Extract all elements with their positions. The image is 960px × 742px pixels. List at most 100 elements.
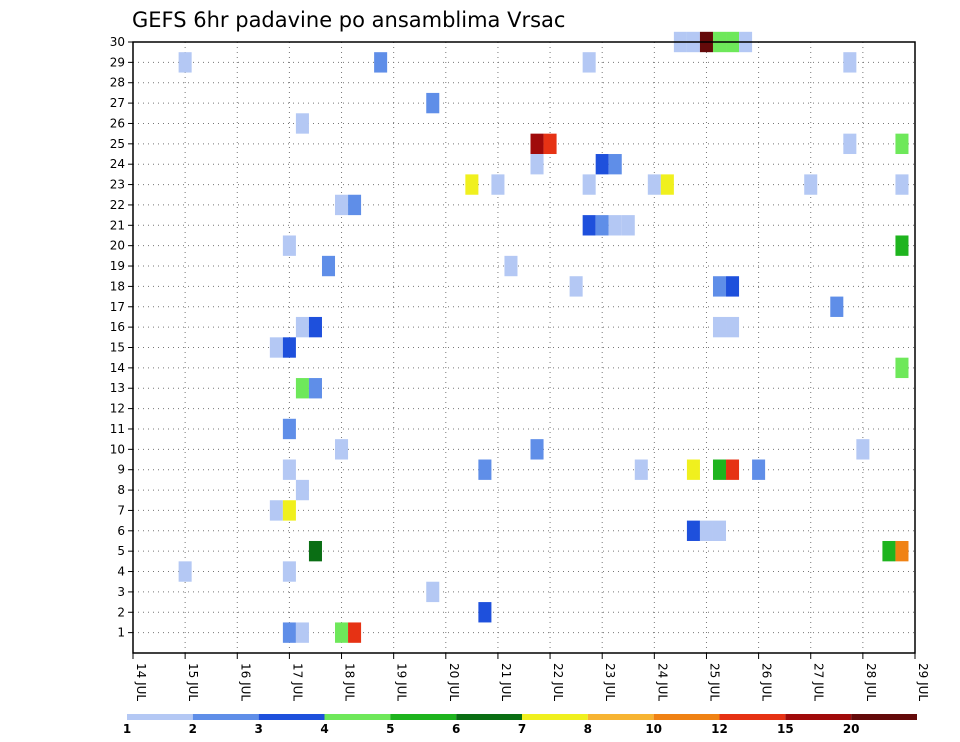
precip-cell (582, 215, 596, 236)
legend-swatch (653, 714, 720, 720)
precip-cell (543, 133, 557, 155)
legend-label: 4 (320, 722, 328, 736)
precip-cell (712, 459, 727, 480)
x-tick-label: 21 JUL (499, 663, 513, 701)
legend-swatch (719, 714, 786, 720)
x-tick-label: 15 JUL (186, 663, 200, 701)
precip-cell (595, 215, 609, 236)
y-tick-label: 18 (110, 279, 125, 293)
precip-cell (465, 174, 479, 195)
precip-cell (335, 622, 349, 643)
precip-cell (282, 622, 296, 643)
precip-cell (843, 52, 857, 73)
precip-cell (478, 459, 492, 480)
legend-label: 2 (189, 722, 197, 736)
precip-cell (295, 378, 309, 399)
y-tick-label: 13 (110, 381, 125, 395)
precip-cell (699, 520, 713, 541)
legend-swatch (851, 714, 917, 720)
precip-cell (895, 133, 909, 155)
precip-cell (478, 602, 492, 623)
precip-cell (569, 276, 583, 297)
y-tick-label: 23 (110, 178, 125, 192)
precip-cell (282, 459, 296, 480)
legend-swatch (522, 714, 588, 720)
precip-cell (634, 459, 648, 480)
x-tick-label: 24 JUL (655, 663, 669, 701)
precip-cell (830, 296, 844, 317)
precip-cell (374, 52, 388, 73)
y-tick-label: 5 (117, 544, 125, 558)
x-tick-label: 20 JUL (447, 663, 461, 701)
precip-cell (269, 500, 283, 521)
x-tick-label: 14 JUL (134, 663, 148, 701)
precip-cell (295, 113, 309, 134)
x-axis: 14 JUL 15 JUL 16 JUL 17 JUL 18 JUL 19 JUL 20 J… (132, 653, 930, 701)
legend-label: 5 (386, 722, 394, 736)
x-tick-label: 22 JUL (551, 663, 565, 701)
y-tick-label: 21 (110, 218, 125, 232)
y-tick-label: 9 (117, 463, 125, 477)
y-tick-label: 2 (117, 605, 125, 619)
y-tick-label: 12 (110, 402, 125, 416)
precip-cell (282, 500, 296, 521)
y-tick-label: 22 (110, 198, 125, 212)
legend-swatch (390, 714, 457, 720)
precip-cell (178, 52, 192, 73)
y-tick-label: 30 (110, 35, 125, 49)
y-axis: 1234567891011121314151617181920212223242… (110, 35, 133, 640)
y-tick-label: 10 (110, 442, 125, 456)
y-tick-label: 16 (110, 320, 125, 334)
precip-cell (712, 520, 727, 541)
precip-cell (308, 316, 322, 338)
y-tick-label: 8 (117, 483, 125, 497)
y-tick-label: 4 (117, 565, 125, 579)
precip-cell (582, 52, 596, 73)
precip-cell (178, 561, 192, 582)
precip-cell (843, 133, 857, 155)
legend-label: 7 (518, 722, 526, 736)
x-tick-label: 25 JUL (707, 663, 721, 701)
y-tick-label: 17 (110, 300, 125, 314)
y-tick-label: 25 (110, 137, 125, 151)
precip-cell (282, 337, 296, 358)
precip-cell (530, 133, 544, 155)
precip-cell (621, 215, 635, 236)
legend-swatch (785, 714, 852, 720)
precip-cell (608, 154, 622, 175)
legend-swatch (324, 714, 391, 720)
y-tick-label: 28 (110, 76, 125, 90)
precip-cell (882, 540, 896, 562)
precip-cell (335, 194, 349, 216)
precip-cell (335, 439, 349, 460)
legend-swatch (456, 714, 522, 720)
precip-cell (712, 316, 727, 338)
legend-label: 15 (777, 722, 794, 736)
precip-cell (282, 418, 296, 440)
y-tick-label: 27 (110, 96, 125, 110)
precip-cell (712, 276, 727, 297)
precip-cell (504, 255, 518, 277)
precip-cell (282, 235, 296, 256)
precip-cell (348, 622, 362, 643)
precip-cell (660, 174, 674, 195)
legend-swatch (127, 714, 193, 720)
x-tick-label: 26 JUL (760, 663, 774, 701)
precip-cell (491, 174, 505, 195)
y-tick-label: 7 (117, 503, 125, 517)
x-tick-label: 23 JUL (603, 663, 617, 701)
precip-cell (726, 316, 740, 338)
precip-cell (686, 459, 700, 480)
precip-cell (582, 174, 596, 195)
x-tick-label: 16 JUL (238, 663, 252, 701)
legend-swatch (587, 714, 654, 720)
x-tick-label: 17 JUL (290, 663, 304, 701)
y-tick-label: 24 (110, 157, 125, 171)
y-tick-label: 11 (110, 422, 125, 436)
legend-label: 6 (452, 722, 460, 736)
precip-cell (752, 459, 766, 480)
precip-cell (530, 439, 544, 460)
x-tick-label: 18 JUL (343, 663, 357, 701)
legend-label: 20 (843, 722, 860, 736)
